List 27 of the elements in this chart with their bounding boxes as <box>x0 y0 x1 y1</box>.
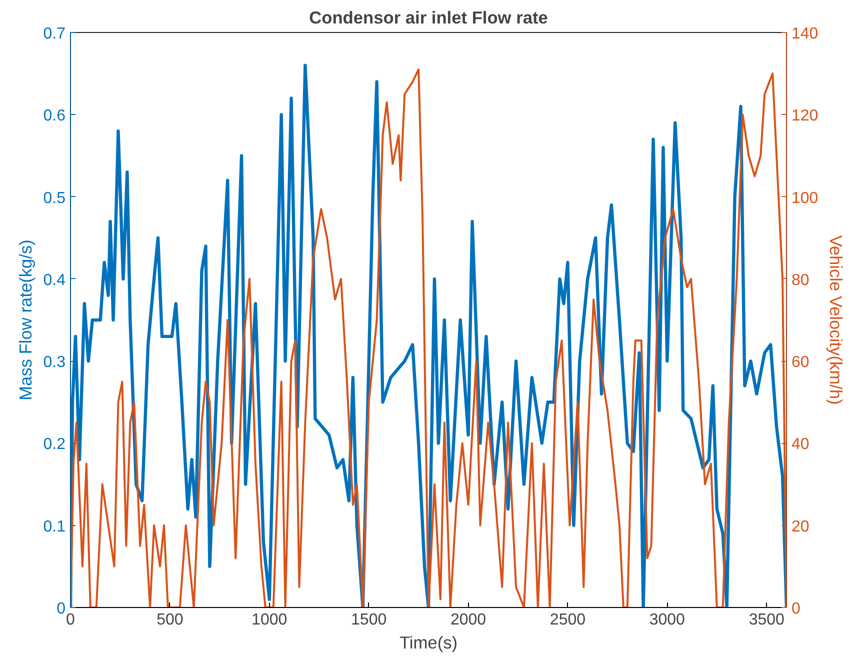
x-tick-label: 500 <box>156 612 184 628</box>
x-tick-label: 3500 <box>748 612 785 628</box>
y2-tick-label: 80 <box>792 272 810 289</box>
y-tick-label: 0.1 <box>43 518 66 536</box>
y-tick-label: 0.6 <box>43 108 66 125</box>
y-tick-label: 0.2 <box>43 436 66 454</box>
chart-title: Condensor air inlet Flow rate <box>309 8 548 28</box>
y-tick-label: 0.3 <box>43 354 66 372</box>
y-tick-label: 0.4 <box>43 272 66 289</box>
y2-tick-label: 60 <box>792 354 810 372</box>
y2-tick-label: 140 <box>792 26 818 42</box>
y2-tick-label: 120 <box>792 108 818 125</box>
x-tick-label: 1000 <box>252 612 288 628</box>
y-tick-label: 0.5 <box>43 190 66 207</box>
y2-axis-title: Vehicle Velocity(km/h) <box>826 235 846 405</box>
y2-tick-label: 100 <box>792 190 818 207</box>
x-tick-label: 1500 <box>351 612 387 628</box>
y2-tick-label: 40 <box>792 436 810 454</box>
y-tick-label: 0.7 <box>43 26 66 42</box>
x-axis-title: Time(s) <box>399 632 458 652</box>
y2-tick-label: 0 <box>792 600 800 618</box>
y2-tick-label: 20 <box>792 518 810 536</box>
x-tick-label: 3000 <box>649 612 686 628</box>
y-tick-label: 0 <box>56 600 66 618</box>
x-tick-label: 2500 <box>550 612 586 628</box>
x-tick-label: 2000 <box>450 612 486 628</box>
y-axis-title: Mass Flow rate(kg/s) <box>15 240 36 400</box>
